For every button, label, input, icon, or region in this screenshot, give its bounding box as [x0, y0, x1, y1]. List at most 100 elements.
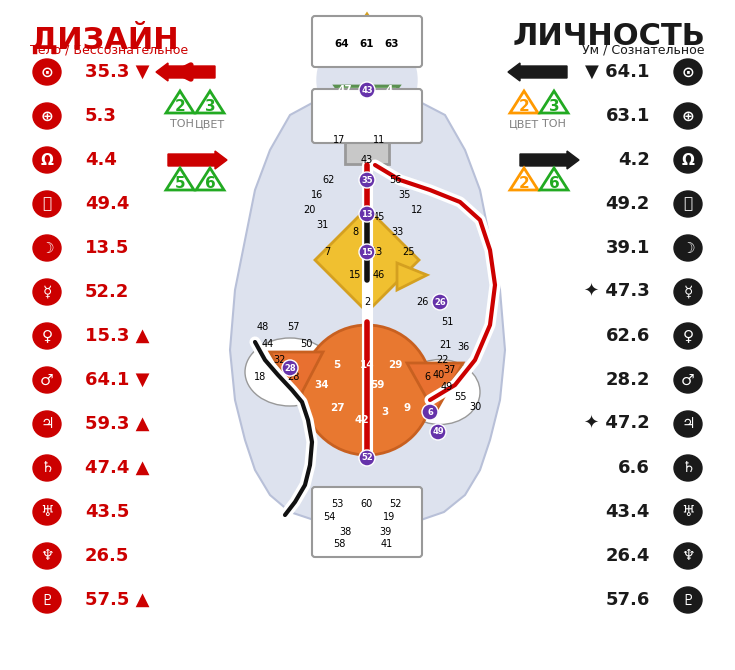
Ellipse shape [33, 455, 61, 481]
Text: 35.3 ▼: 35.3 ▼ [85, 63, 149, 81]
Text: 27: 27 [330, 403, 344, 413]
Circle shape [432, 294, 448, 310]
Text: 37: 37 [444, 365, 456, 375]
Text: 6: 6 [548, 176, 559, 190]
Text: 57.5 ▲: 57.5 ▲ [85, 591, 149, 609]
Text: 2: 2 [175, 98, 185, 113]
FancyArrow shape [508, 63, 567, 81]
Text: 23: 23 [361, 175, 373, 185]
Text: 19: 19 [383, 512, 395, 522]
Text: 62: 62 [323, 175, 335, 185]
Text: 33: 33 [391, 227, 403, 237]
Text: 49: 49 [432, 427, 444, 436]
Ellipse shape [33, 411, 61, 437]
Text: 55: 55 [453, 392, 466, 402]
Text: ♂: ♂ [681, 373, 695, 387]
Text: 64.1 ▼: 64.1 ▼ [85, 371, 149, 389]
Circle shape [359, 450, 375, 466]
Text: Ум / Сознательное: Ум / Сознательное [583, 43, 705, 56]
Text: ЛИЧНОСТЬ: ЛИЧНОСТЬ [512, 22, 705, 51]
Text: 3: 3 [381, 407, 389, 417]
FancyArrow shape [156, 63, 215, 81]
Text: 63.1: 63.1 [606, 107, 650, 125]
Text: 58: 58 [333, 539, 345, 549]
Text: 41: 41 [381, 539, 393, 549]
Text: ⊕: ⊕ [40, 109, 54, 123]
Text: 9: 9 [404, 403, 411, 413]
Text: ᛟ: ᛟ [684, 196, 692, 212]
Polygon shape [335, 14, 399, 62]
Ellipse shape [33, 59, 61, 85]
Text: 17: 17 [333, 135, 345, 145]
Text: 2: 2 [519, 176, 529, 190]
Text: 28.2: 28.2 [606, 371, 650, 389]
Text: 16: 16 [311, 190, 323, 200]
Text: ⊕: ⊕ [681, 109, 695, 123]
Text: Ω: Ω [40, 153, 54, 168]
Text: 15.3 ▲: 15.3 ▲ [85, 327, 149, 345]
Text: ▼ 64.1: ▼ 64.1 [586, 63, 650, 81]
Ellipse shape [33, 587, 61, 613]
Polygon shape [270, 352, 323, 400]
FancyArrow shape [168, 151, 227, 169]
Ellipse shape [674, 543, 702, 569]
Text: ✦ 47.3: ✦ 47.3 [584, 283, 650, 301]
FancyBboxPatch shape [312, 487, 422, 557]
Text: 64: 64 [334, 39, 349, 49]
Ellipse shape [674, 103, 702, 129]
Circle shape [359, 244, 375, 260]
Text: ✦ 47.2: ✦ 47.2 [584, 415, 650, 433]
Ellipse shape [33, 499, 61, 525]
Text: 2: 2 [364, 297, 370, 307]
Text: 3: 3 [549, 98, 559, 113]
Ellipse shape [674, 279, 702, 305]
Text: 45: 45 [373, 212, 385, 222]
Text: 57: 57 [287, 322, 299, 332]
Polygon shape [335, 86, 399, 130]
Text: 46: 46 [373, 270, 385, 280]
Circle shape [282, 360, 298, 376]
Text: 35: 35 [361, 176, 373, 184]
Text: 49.2: 49.2 [606, 195, 650, 213]
Text: 43.5: 43.5 [85, 503, 129, 521]
Text: 39.1: 39.1 [606, 239, 650, 257]
Text: 59: 59 [370, 380, 384, 390]
Text: 4.2: 4.2 [618, 151, 650, 169]
Text: 52: 52 [389, 499, 401, 509]
Ellipse shape [245, 338, 335, 406]
Text: 52: 52 [361, 454, 373, 462]
Text: ♆: ♆ [681, 549, 695, 563]
Text: 39: 39 [379, 527, 391, 537]
Text: 60: 60 [361, 499, 373, 509]
Text: 35: 35 [399, 190, 411, 200]
Text: 6: 6 [427, 407, 433, 417]
Text: 20: 20 [303, 205, 315, 215]
Text: 26: 26 [434, 297, 446, 306]
Ellipse shape [674, 411, 702, 437]
Text: ☽: ☽ [681, 241, 695, 255]
Text: 50: 50 [300, 339, 312, 349]
Text: 48: 48 [257, 322, 269, 332]
Circle shape [317, 30, 417, 130]
FancyBboxPatch shape [312, 16, 422, 67]
Ellipse shape [674, 147, 702, 173]
Text: 25: 25 [403, 247, 415, 257]
Text: 49.4: 49.4 [85, 195, 129, 213]
Text: 53: 53 [331, 499, 343, 509]
Text: 22: 22 [437, 355, 449, 365]
Text: 43.4: 43.4 [606, 503, 650, 521]
Text: 3: 3 [204, 98, 215, 113]
Text: 26.4: 26.4 [606, 547, 650, 565]
Text: ♅: ♅ [681, 505, 695, 519]
Text: ♄: ♄ [40, 460, 54, 476]
Ellipse shape [33, 191, 61, 217]
Text: 13: 13 [361, 210, 373, 218]
Text: ☿: ☿ [684, 285, 692, 299]
Circle shape [359, 82, 375, 98]
Text: ♄: ♄ [681, 460, 695, 476]
Text: ☿: ☿ [43, 285, 51, 299]
Text: 18: 18 [254, 372, 266, 382]
Text: 24: 24 [359, 85, 374, 95]
Ellipse shape [33, 367, 61, 393]
Text: 2: 2 [519, 98, 529, 113]
